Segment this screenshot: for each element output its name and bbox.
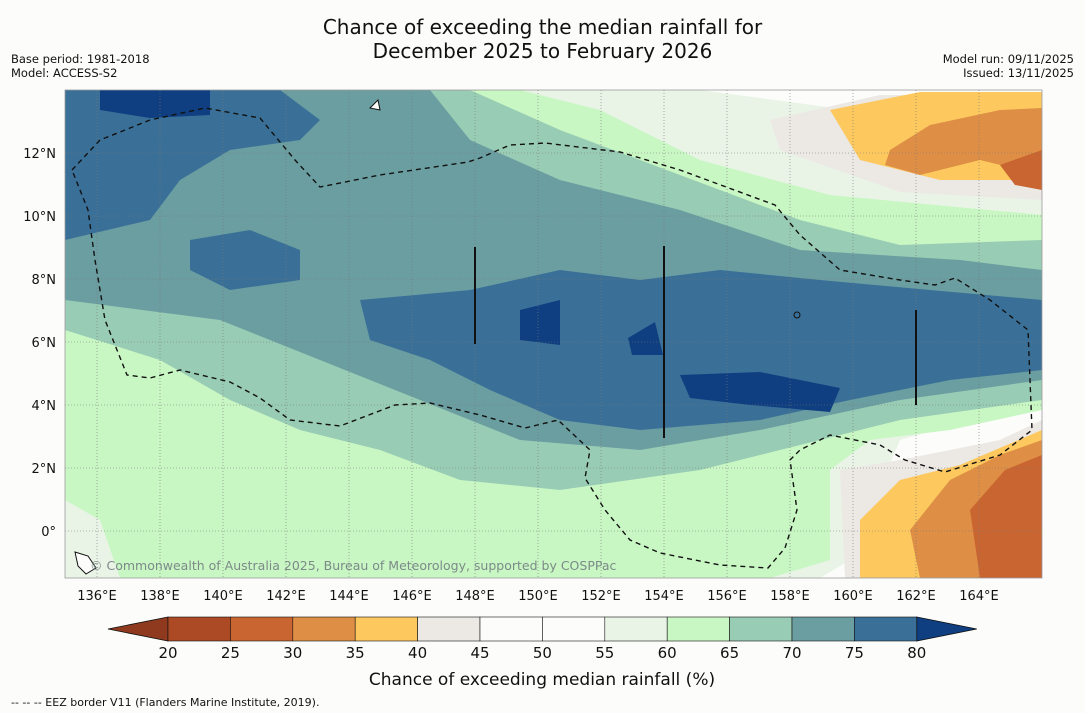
colorbar-swatch bbox=[292, 616, 356, 642]
map-frame bbox=[64, 89, 1043, 579]
model-run: Model run: 09/11/2025 bbox=[942, 52, 1074, 66]
graticule bbox=[65, 90, 1042, 578]
colorbar-swatch bbox=[230, 616, 294, 642]
colorbar-tick-label: 75 bbox=[845, 644, 864, 662]
base-period: Base period: 1981-2018 bbox=[11, 52, 150, 66]
colorbar-label: Chance of exceeding median rainfall (%) bbox=[369, 670, 715, 690]
colorbar-tick-label: 20 bbox=[158, 644, 177, 662]
lon-label: 158°E bbox=[770, 589, 810, 604]
atoll-marker bbox=[793, 311, 801, 319]
colorbar-swatch bbox=[604, 616, 668, 642]
lon-label: 156°E bbox=[707, 589, 747, 604]
zone-80-nw bbox=[100, 90, 210, 118]
colorbar-tick-label: 70 bbox=[782, 644, 801, 662]
colorbar-tick-label: 65 bbox=[720, 644, 739, 662]
model-name: Model: ACCESS-S2 bbox=[11, 66, 118, 80]
lon-label: 162°E bbox=[896, 589, 936, 604]
colorbar-tick-label: 40 bbox=[408, 644, 427, 662]
lon-label: 164°E bbox=[959, 589, 999, 604]
colorbar-tick-label: 45 bbox=[470, 644, 489, 662]
colorbar-tick-label: 55 bbox=[595, 644, 614, 662]
coastline-sw bbox=[74, 551, 97, 575]
colorbar-swatch bbox=[791, 616, 855, 642]
colorbar-tick-label: 35 bbox=[346, 644, 365, 662]
copyright-text: © Commonwealth of Australia 2025, Bureau… bbox=[90, 558, 616, 573]
lon-label: 152°E bbox=[581, 589, 621, 604]
lon-label: 148°E bbox=[455, 589, 495, 604]
lon-label: 144°E bbox=[329, 589, 369, 604]
colorbar-tick-label: 30 bbox=[283, 644, 302, 662]
zone-80-c bbox=[628, 322, 663, 355]
zone-25-30-ne bbox=[1000, 150, 1042, 190]
lon-label: 142°E bbox=[266, 589, 306, 604]
colorbar-tick-label: 25 bbox=[221, 644, 240, 662]
issued-date: Issued: 13/11/2025 bbox=[963, 66, 1074, 80]
eez-legend-note: -- -- -- EEZ border V11 (Flanders Marine… bbox=[11, 696, 320, 709]
lat-label: 4°N bbox=[32, 399, 57, 414]
map-fields bbox=[65, 90, 1042, 578]
lat-label: 8°N bbox=[32, 273, 57, 288]
colorbar-swatch bbox=[354, 616, 418, 642]
colorbar-tick-label: 80 bbox=[907, 644, 926, 662]
colorbar-swatch bbox=[666, 616, 730, 642]
zone-80-b bbox=[680, 372, 840, 412]
lon-label: 140°E bbox=[203, 589, 243, 604]
colorbar-swatch bbox=[542, 616, 606, 642]
lon-label: 160°E bbox=[833, 589, 873, 604]
zone-80-a bbox=[520, 300, 560, 345]
lat-label: 2°N bbox=[32, 462, 57, 477]
title-line-1: Chance of exceeding the median rainfall … bbox=[322, 15, 763, 39]
colorbar-tick-label: 50 bbox=[533, 644, 552, 662]
coastline-north bbox=[368, 98, 381, 111]
zone-30-35-ne bbox=[885, 108, 1042, 175]
colorbar-swatch bbox=[417, 616, 481, 642]
title-line-2: December 2025 to February 2026 bbox=[372, 39, 713, 63]
eez-border bbox=[71, 107, 1033, 569]
lon-label: 138°E bbox=[140, 589, 180, 604]
lat-label: 10°N bbox=[23, 210, 56, 225]
colorbar-swatch bbox=[167, 616, 231, 642]
colorbar-swatch bbox=[479, 616, 543, 642]
lat-label: 6°N bbox=[32, 336, 57, 351]
longitude-labels: 136°E 138°E 140°E 142°E 144°E 146°E 148°E 150°E… bbox=[77, 589, 999, 604]
colorbar-swatch bbox=[854, 616, 918, 642]
colorbar: 20 25 30 35 40 45 50 55 60 65 70 75 80 bbox=[107, 616, 977, 662]
latitude-labels: 12°N 10°N 8°N 6°N 4°N 2°N 0° bbox=[23, 147, 56, 540]
colorbar-tick-label: 60 bbox=[658, 644, 677, 662]
zone-75-80-west bbox=[190, 230, 300, 290]
lon-label: 136°E bbox=[77, 589, 117, 604]
zone-25-30-se bbox=[970, 455, 1042, 578]
lon-label: 154°E bbox=[644, 589, 684, 604]
lat-label: 0° bbox=[41, 525, 56, 540]
lon-label: 150°E bbox=[518, 589, 558, 604]
colorbar-swatch bbox=[729, 616, 793, 642]
lon-label: 146°E bbox=[392, 589, 432, 604]
colorbar-arrow-low bbox=[107, 616, 169, 642]
zone-75-80-nw bbox=[65, 90, 320, 240]
lat-label: 12°N bbox=[23, 147, 56, 162]
colorbar-arrow-high bbox=[916, 616, 977, 642]
